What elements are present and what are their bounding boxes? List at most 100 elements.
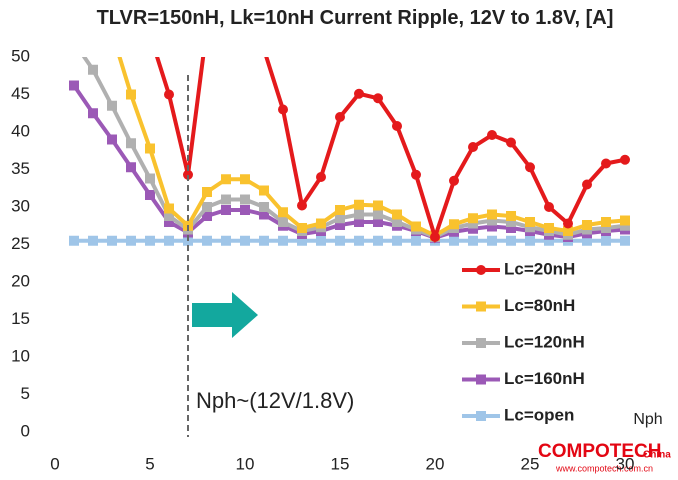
marker — [468, 223, 478, 234]
marker — [563, 218, 573, 229]
marker — [164, 217, 174, 227]
watermark-region: China — [643, 450, 671, 461]
annotation: Nph~(12V/1.8V) — [196, 388, 354, 413]
legend-marker — [476, 411, 486, 421]
marker — [354, 199, 364, 210]
marker — [525, 235, 535, 246]
y-tick-label: 5 — [21, 384, 30, 403]
marker — [601, 217, 611, 227]
marker — [221, 205, 231, 215]
marker — [297, 223, 307, 233]
marker — [620, 235, 630, 246]
watermark-url: www.compotech.com.cn — [555, 463, 653, 473]
x-axis-label: Nph — [633, 411, 662, 428]
marker — [373, 200, 383, 211]
marker — [544, 223, 554, 233]
marker — [69, 37, 79, 47]
legend-label: Lc=20nH — [504, 259, 575, 278]
marker — [145, 190, 155, 200]
marker — [335, 220, 345, 230]
marker — [563, 226, 573, 236]
marker — [316, 235, 326, 246]
marker — [487, 221, 497, 232]
marker — [335, 235, 345, 246]
marker — [601, 158, 611, 169]
marker — [354, 88, 364, 99]
marker — [126, 235, 136, 246]
marker — [411, 235, 421, 246]
marker — [468, 235, 478, 246]
marker — [259, 185, 269, 196]
marker — [506, 235, 516, 246]
legend-label: Lc=160nH — [504, 369, 585, 388]
x-tick-label: 15 — [331, 454, 350, 473]
marker — [88, 235, 98, 246]
x-tick-label: 30 — [616, 454, 635, 473]
marker — [601, 235, 611, 246]
x-tick-label: 10 — [236, 454, 255, 473]
marker — [335, 213, 345, 224]
x-tick-label: 25 — [521, 454, 540, 473]
y-tick-label: 35 — [11, 159, 30, 178]
y-tick-label: 15 — [11, 309, 30, 328]
marker — [221, 174, 231, 185]
marker — [69, 80, 79, 91]
marker — [145, 173, 155, 184]
marker — [202, 235, 212, 246]
y-tick-label: 50 — [11, 46, 30, 65]
marker — [468, 142, 478, 152]
marker — [240, 205, 250, 215]
marker — [411, 169, 421, 180]
marker — [449, 235, 459, 246]
x-tick-label: 5 — [145, 454, 154, 473]
marker — [354, 217, 364, 227]
marker — [126, 89, 136, 100]
marker — [164, 211, 174, 221]
marker — [468, 218, 478, 229]
marker — [164, 235, 174, 246]
marker — [297, 235, 307, 246]
x-tick-label: 20 — [426, 454, 445, 473]
marker — [126, 138, 136, 149]
marker — [297, 200, 307, 211]
marker — [183, 169, 193, 180]
legend-label: Lc=open — [504, 405, 574, 424]
marker — [506, 223, 516, 233]
marker — [221, 194, 231, 205]
legend-marker — [476, 265, 486, 275]
legend-label: Lc=80nH — [504, 296, 575, 315]
marker — [202, 187, 212, 197]
marker — [582, 220, 592, 230]
marker — [335, 205, 345, 215]
y-tick-label: 10 — [11, 346, 30, 365]
marker — [278, 235, 288, 246]
legend-marker — [476, 301, 486, 312]
marker — [601, 223, 611, 233]
arrow — [192, 292, 258, 338]
marker — [316, 218, 326, 229]
marker — [278, 207, 288, 218]
marker — [354, 235, 364, 246]
marker — [259, 209, 269, 220]
marker — [145, 235, 155, 246]
marker — [392, 121, 402, 131]
marker — [373, 93, 383, 104]
marker — [107, 134, 117, 145]
marker — [88, 64, 98, 75]
series-line — [155, 57, 626, 244]
marker — [449, 219, 459, 230]
marker — [392, 235, 402, 246]
marker — [468, 213, 478, 224]
y-tick-label: 45 — [11, 84, 30, 103]
legend-marker — [476, 338, 486, 348]
marker — [145, 143, 155, 154]
marker — [506, 137, 516, 148]
marker — [316, 172, 326, 182]
marker — [582, 235, 592, 246]
marker — [202, 202, 212, 212]
marker — [88, 108, 98, 119]
marker — [392, 217, 402, 227]
marker — [202, 211, 212, 221]
